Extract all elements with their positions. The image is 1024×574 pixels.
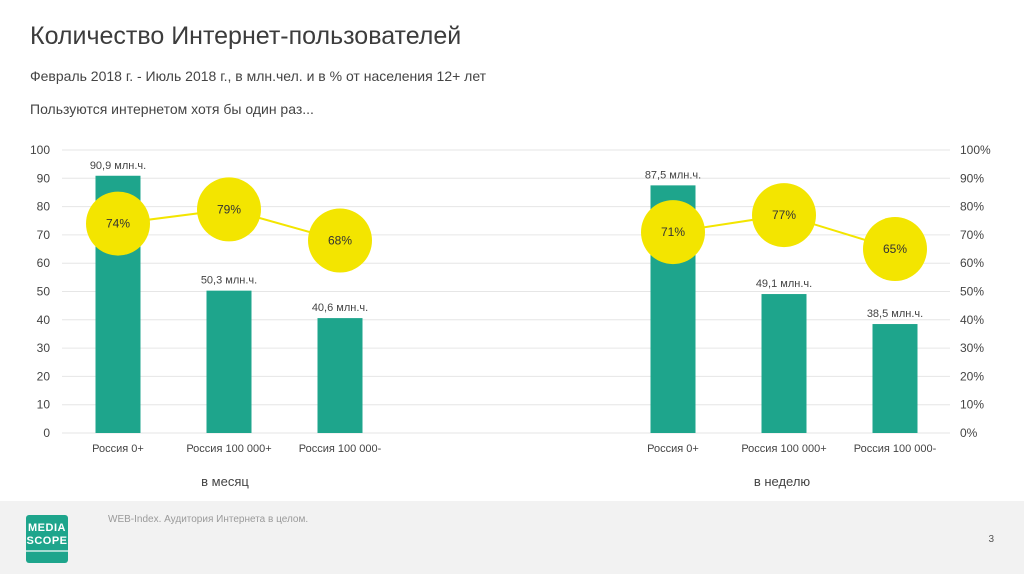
percent-marker xyxy=(86,191,150,256)
logo-text-bottom: SCOPE xyxy=(26,535,68,547)
category-label: Россия 0+ xyxy=(647,443,699,455)
chart-caption: Пользуются интернетом хотя бы один раз..… xyxy=(30,101,314,117)
percent-marker xyxy=(863,217,927,282)
percent-label: 68% xyxy=(328,234,352,248)
category-label: Россия 100 000- xyxy=(854,443,937,455)
page-title: Количество Интернет-пользователей xyxy=(30,22,462,50)
right-axis-tick-label: 90% xyxy=(960,171,984,185)
page-number: 3 xyxy=(988,534,994,545)
percent-marker xyxy=(641,200,705,265)
bar xyxy=(761,294,807,433)
right-axis-tick-label: 100% xyxy=(960,143,991,157)
right-axis-tick-label: 30% xyxy=(960,341,984,355)
usage-chart: 0 10 20 30 40 50 60 70 80 90 100 0% 10% 20% 30% 40% 50% 6… xyxy=(30,143,991,489)
mediascope-logo: MEDIA SCOPE xyxy=(26,515,68,563)
right-axis-tick-label: 10% xyxy=(960,398,984,412)
right-axis-tick-label: 60% xyxy=(960,256,984,270)
footer: MEDIA SCOPE WEB-Index. Аудитория Интерне… xyxy=(0,501,1024,574)
category-label: Россия 0+ xyxy=(92,443,144,455)
left-axis-tick-label: 30 xyxy=(37,341,51,355)
group-label: в месяц xyxy=(201,474,249,489)
left-axis-tick-label: 40 xyxy=(37,313,51,327)
left-axis-tick-label: 50 xyxy=(37,285,51,299)
left-axis-tick-label: 60 xyxy=(37,256,51,270)
bar-value-label: 90,9 млн.ч. xyxy=(90,160,146,172)
bar-value-label: 49,1 млн.ч. xyxy=(756,278,812,290)
right-axis-tick-label: 50% xyxy=(960,285,984,299)
bar-value-label: 40,6 млн.ч. xyxy=(312,302,368,314)
right-axis-tick-label: 70% xyxy=(960,228,984,242)
category-label: Россия 100 000+ xyxy=(186,443,271,455)
left-axis-tick-label: 80 xyxy=(37,200,51,214)
group-label: в неделю xyxy=(754,474,811,489)
percent-label: 79% xyxy=(217,202,241,216)
left-axis-tick-label: 70 xyxy=(37,228,51,242)
right-axis-tick-label: 80% xyxy=(960,200,984,214)
category-label: Россия 100 000+ xyxy=(741,443,826,455)
percent-marker xyxy=(308,208,372,273)
category-label: Россия 100 000- xyxy=(299,443,382,455)
percent-marker xyxy=(197,177,261,242)
bar xyxy=(317,318,363,433)
percent-label: 77% xyxy=(772,208,796,222)
left-axis-tick-label: 90 xyxy=(37,171,51,185)
page-subtitle: Февраль 2018 г. - Июль 2018 г., в млн.че… xyxy=(30,68,487,84)
right-axis-tick-label: 0% xyxy=(960,426,978,440)
bar-value-label: 38,5 млн.ч. xyxy=(867,308,923,320)
left-axis-tick-label: 100 xyxy=(30,143,50,157)
right-axis-tick-label: 40% xyxy=(960,313,984,327)
bar-value-label: 50,3 млн.ч. xyxy=(201,275,257,287)
bar xyxy=(206,290,252,433)
left-axis-tick-label: 20 xyxy=(37,369,51,383)
bar-value-label: 87,5 млн.ч. xyxy=(645,169,701,181)
percent-label: 65% xyxy=(883,242,907,256)
percent-label: 71% xyxy=(661,225,685,239)
percent-marker xyxy=(752,183,816,248)
logo-tagline-mark xyxy=(26,550,68,552)
percent-label: 74% xyxy=(106,217,130,231)
left-axis-tick-label: 10 xyxy=(37,398,51,412)
source-note: WEB-Index. Аудитория Интернета в целом. xyxy=(108,514,309,525)
bar xyxy=(872,324,918,433)
logo-text-top: MEDIA xyxy=(28,522,66,534)
left-axis-tick-label: 0 xyxy=(43,426,50,440)
right-axis-tick-label: 20% xyxy=(960,369,984,383)
